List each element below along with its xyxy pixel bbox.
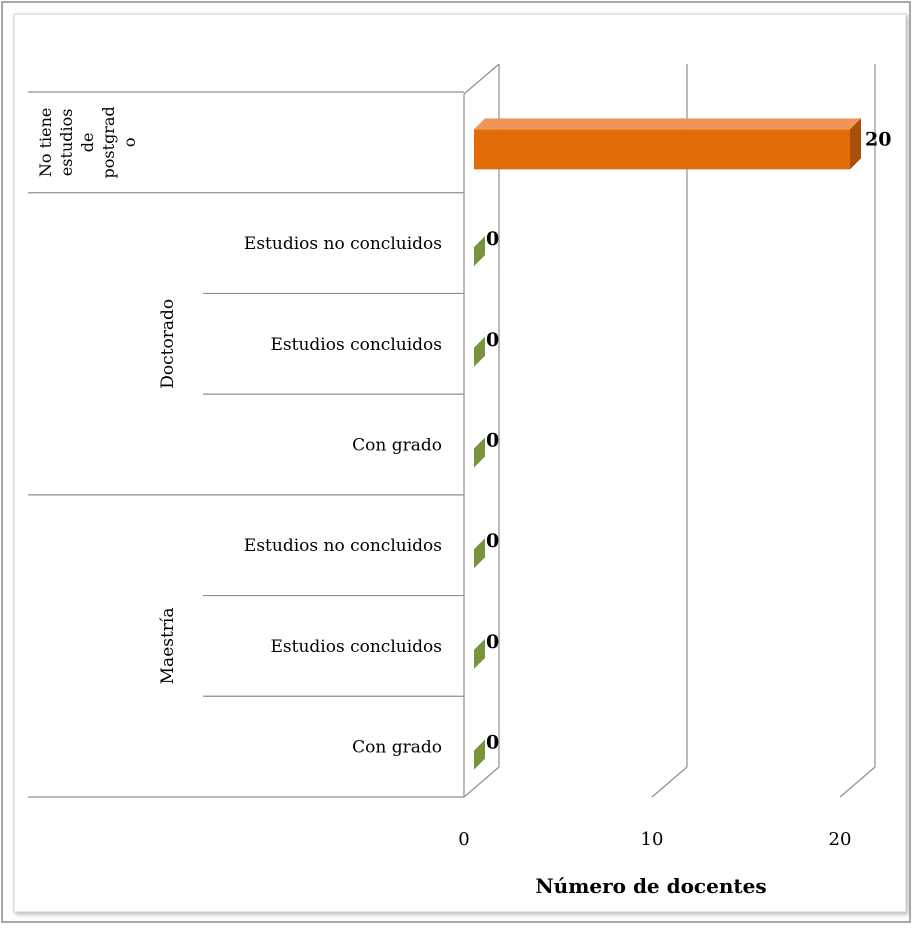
data-label: 0 [486, 732, 499, 754]
bar [474, 739, 485, 770]
bar [474, 336, 485, 367]
data-label: 20 [865, 128, 891, 150]
data-label: 0 [486, 430, 499, 452]
gridline-floor [839, 766, 876, 798]
x-tick-label: 10 [641, 829, 664, 850]
grid-layer [28, 63, 876, 798]
bar-layer: 20 0 0 0 0 0 0 [474, 118, 891, 770]
data-label: 0 [486, 329, 499, 351]
category-label: Estudios concluidos [271, 335, 443, 355]
group-label-line: o [120, 138, 139, 148]
group-label-line: postgrad [99, 106, 118, 178]
group-label: No tiene estudios de postgrad o [36, 106, 139, 178]
data-label: 0 [486, 530, 499, 552]
bar-top [474, 118, 861, 130]
side-wall-top [463, 63, 500, 95]
x-axis-title: Número de docentes [535, 874, 766, 898]
bar [474, 538, 485, 569]
value-axis: 0 10 20 [458, 829, 851, 850]
data-label: 0 [486, 631, 499, 653]
data-label: 0 [486, 228, 499, 250]
category-label: Con grado [352, 738, 442, 758]
x-tick-label: 0 [458, 829, 469, 850]
category-label: Estudios no concluidos [244, 536, 442, 556]
group-label-line: de [78, 132, 97, 152]
category-axis: No tiene estudios de postgrad o Doctorado Maes… [28, 91, 464, 758]
category-label: Con grado [352, 436, 442, 456]
gridline-floor [651, 766, 688, 798]
x-tick-label: 20 [829, 829, 852, 850]
category-label: Estudios concluidos [271, 637, 443, 657]
gridline-floor [463, 766, 500, 798]
bar-side [850, 118, 861, 170]
group-label: Maestría [158, 607, 178, 684]
bar [474, 129, 850, 170]
bar [474, 437, 485, 468]
group-label-line: No tiene [36, 108, 55, 178]
bar [474, 236, 485, 267]
group-label-line: estudios [57, 109, 76, 177]
bar [474, 638, 485, 669]
group-label: Doctorado [158, 299, 178, 389]
category-label: Estudios no concluidos [244, 234, 442, 254]
